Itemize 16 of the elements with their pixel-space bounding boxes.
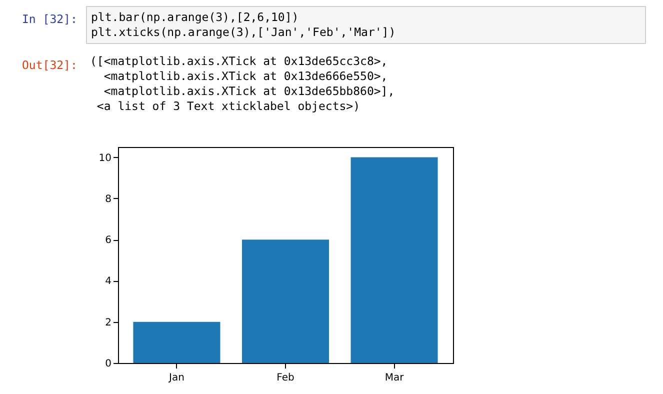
y-tick-label: 10 bbox=[98, 152, 112, 164]
text: Out[32]: bbox=[22, 58, 78, 73]
text: In [32]: bbox=[22, 12, 78, 27]
x-tick-label: Feb bbox=[276, 372, 294, 384]
bar bbox=[133, 322, 220, 363]
y-tick-label: 2 bbox=[105, 317, 112, 328]
y-tick-label: 4 bbox=[105, 276, 112, 288]
text: plt.bar(np.arange(3),[2,6,10]) plt.xticks(np.arange(3),['Jan','Feb','Mar']) bbox=[91, 10, 396, 40]
bar bbox=[350, 157, 438, 363]
y-tick-label: 0 bbox=[105, 358, 112, 370]
bar bbox=[242, 240, 330, 363]
y-tick-label: 8 bbox=[105, 194, 112, 205]
x-tick-label: Mar bbox=[384, 372, 405, 384]
text: ([<matplotlib.axis.XTick at 0x13de65cc3c8>, <matplotlib.axis.XTick at 0x13de666e550>, <matplotlib.axis.XTick at 0x13de65bb860>], <a list of 3 Text xticklabel objects>) bbox=[90, 54, 395, 114]
x-tick-label: Jan bbox=[168, 372, 184, 384]
y-tick-label: 6 bbox=[105, 235, 112, 246]
